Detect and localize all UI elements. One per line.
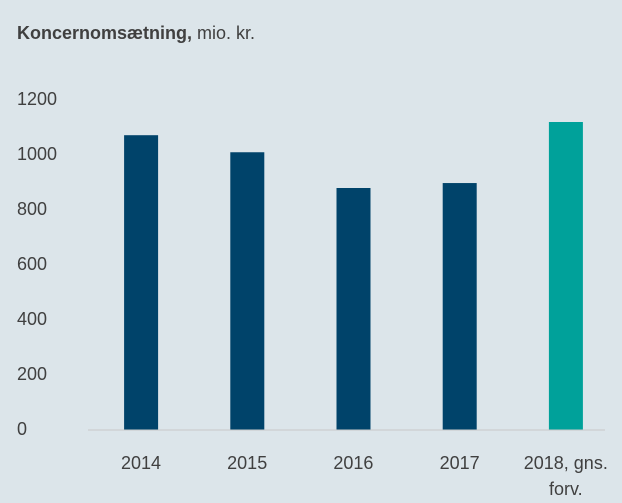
y-tick-label: 0 <box>17 419 27 439</box>
x-tick-label: 2017 <box>439 453 480 473</box>
x-tick-label: 2015 <box>227 453 268 473</box>
y-tick-label: 400 <box>17 309 47 329</box>
title-bold: Koncernomsætning, <box>17 23 192 43</box>
bar <box>548 122 583 430</box>
bar <box>442 183 477 430</box>
bar <box>336 188 371 430</box>
y-tick-label: 1000 <box>17 144 57 164</box>
y-tick-label: 800 <box>17 199 47 219</box>
y-tick-label: 200 <box>17 364 47 384</box>
bar <box>124 135 159 430</box>
chart-title: Koncernomsætning, mio. kr. <box>17 23 255 43</box>
y-tick-label: 600 <box>17 254 47 274</box>
x-tick-label: 2016 <box>333 453 374 473</box>
title-unit: mio. kr. <box>197 23 255 43</box>
x-tick-label: 2018, gns. forv. <box>523 453 608 499</box>
y-tick-label: 1200 <box>17 89 57 109</box>
x-tick-label: 2014 <box>120 453 162 473</box>
bar <box>230 152 265 430</box>
